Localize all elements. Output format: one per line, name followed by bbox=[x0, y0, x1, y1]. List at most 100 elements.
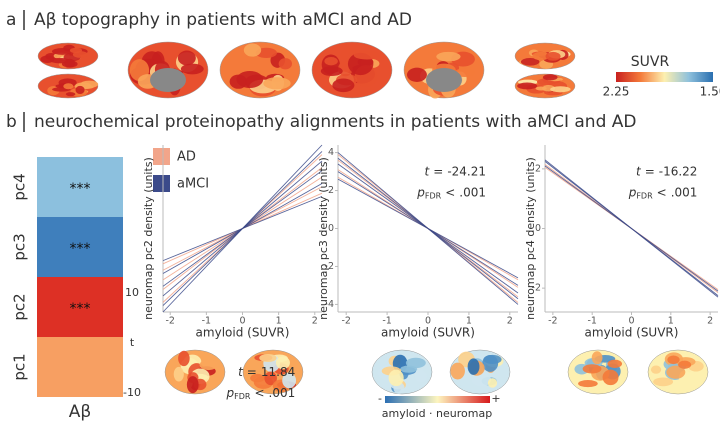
legend-label: aMCI bbox=[177, 177, 209, 192]
row-label: pc1 bbox=[11, 353, 29, 380]
colorbar-tick-label: 1.50 bbox=[700, 85, 720, 99]
brain-region bbox=[353, 50, 381, 60]
panel-letter: b bbox=[6, 112, 17, 132]
y-tick-label: 0 bbox=[535, 223, 541, 234]
brain-region bbox=[591, 351, 603, 365]
panel-title: Aβ topography in patients with aMCI and … bbox=[34, 10, 412, 30]
brain-region bbox=[405, 357, 426, 369]
brain-region bbox=[332, 78, 355, 93]
brain-region bbox=[678, 360, 692, 369]
x-axis-label: amyloid (SUVR) bbox=[381, 326, 475, 340]
heatmap-cell bbox=[37, 337, 123, 397]
brain-region bbox=[607, 359, 623, 368]
x-tick-label: -2 bbox=[165, 316, 174, 327]
row-label: pc4 bbox=[11, 173, 29, 200]
brain-region bbox=[542, 74, 558, 81]
brain-region bbox=[236, 70, 264, 89]
stat-value: -16.22 bbox=[659, 164, 698, 178]
brain-region bbox=[180, 63, 204, 75]
y-tick-label: 2 bbox=[328, 185, 334, 196]
colorbar-end: - bbox=[378, 392, 382, 405]
stat-symbol: p bbox=[416, 185, 425, 199]
x-axis-label: amyloid (SUVR) bbox=[196, 326, 290, 340]
brain-region bbox=[667, 355, 680, 365]
colorbar-tick-label: 10 bbox=[125, 286, 139, 299]
brain-region bbox=[388, 369, 404, 387]
y-axis-label: neuromap pc4 density (units) bbox=[524, 157, 537, 320]
heatmap-cell bbox=[37, 157, 123, 217]
row-label: pc2 bbox=[11, 293, 29, 320]
brain-map bbox=[449, 349, 511, 395]
heatmap-cell bbox=[37, 277, 123, 337]
brain-region bbox=[450, 362, 465, 380]
x-tick-label: -1 bbox=[382, 316, 391, 327]
brain-region bbox=[75, 85, 85, 95]
stat-value: .001 bbox=[671, 185, 698, 199]
y-tick-label: -4 bbox=[325, 299, 334, 310]
x-tick-label: 0 bbox=[425, 316, 431, 327]
stat-relation: = bbox=[645, 164, 655, 178]
brain-region bbox=[250, 373, 265, 383]
colorbar-tick-label: 2.25 bbox=[603, 85, 630, 99]
brain-region bbox=[406, 67, 427, 82]
regression-line bbox=[337, 178, 519, 279]
x-tick-label: 2 bbox=[707, 316, 713, 327]
panel-title: neurochemical proteinopathy alignments i… bbox=[34, 112, 636, 132]
regression-line bbox=[544, 159, 719, 298]
colorbar-tick-label: -10 bbox=[123, 386, 141, 399]
brain-region bbox=[63, 83, 74, 90]
brain-map bbox=[164, 349, 226, 395]
brain-region bbox=[173, 366, 184, 382]
stat-value: 11.84 bbox=[261, 364, 295, 378]
brain-medial bbox=[426, 68, 462, 92]
brain-region bbox=[582, 364, 602, 374]
regression-line bbox=[162, 144, 323, 313]
colorbar bbox=[616, 72, 713, 82]
brain-region bbox=[487, 378, 498, 388]
x-tick-label: 1 bbox=[466, 316, 472, 327]
brain-region bbox=[186, 376, 199, 394]
x-tick-label: 1 bbox=[276, 316, 282, 327]
brain-region bbox=[550, 86, 571, 93]
stat-symbol: t bbox=[636, 164, 642, 178]
brain-region bbox=[264, 371, 277, 386]
y-tick-label: -2 bbox=[325, 261, 334, 272]
brain-map bbox=[514, 42, 576, 70]
brain-map bbox=[219, 41, 301, 99]
x-tick-label: 2 bbox=[507, 316, 513, 327]
legend-swatch bbox=[153, 175, 170, 192]
brain-map bbox=[514, 73, 576, 99]
brain-region bbox=[259, 353, 277, 363]
p-value: pFDR < .001 bbox=[628, 185, 698, 200]
y-tick-label: -2 bbox=[532, 283, 541, 294]
brain-region bbox=[545, 51, 561, 61]
panel-letter: a bbox=[6, 10, 16, 30]
brain-region bbox=[324, 56, 338, 66]
brain-region bbox=[578, 380, 598, 388]
brain-region bbox=[69, 47, 83, 54]
p-value: pFDR < .001 bbox=[225, 385, 295, 400]
brain-region bbox=[517, 82, 538, 90]
stat-relation: < bbox=[445, 185, 455, 199]
colorbar-label: SUVR bbox=[631, 54, 670, 70]
brain-region bbox=[602, 369, 619, 386]
y-tick-label: 4 bbox=[328, 147, 334, 158]
brain-region bbox=[199, 359, 218, 371]
brain-map bbox=[37, 42, 99, 70]
significance: *** bbox=[70, 181, 91, 197]
x-tick-label: 1 bbox=[668, 316, 674, 327]
statistic: t = -24.21 bbox=[425, 164, 486, 178]
stat-relation: < bbox=[254, 385, 264, 399]
brain-map bbox=[647, 349, 709, 395]
x-tick-label: -2 bbox=[341, 316, 350, 327]
statistic: t = 11.84 bbox=[238, 364, 295, 378]
p-value: pFDR < .001 bbox=[416, 185, 486, 200]
row-label: pc3 bbox=[11, 233, 29, 260]
brain-region bbox=[263, 77, 291, 90]
y-tick-label: 2 bbox=[535, 163, 541, 174]
stat-value: .001 bbox=[459, 185, 486, 199]
stat-symbol: p bbox=[628, 185, 637, 199]
colorbar-label: t bbox=[130, 336, 135, 349]
x-tick-label: -1 bbox=[587, 316, 596, 327]
brain-map bbox=[371, 349, 433, 395]
